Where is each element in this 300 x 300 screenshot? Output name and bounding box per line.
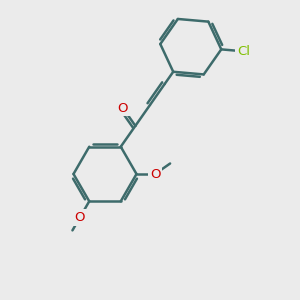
Text: Cl: Cl	[237, 45, 250, 58]
Text: O: O	[150, 167, 160, 181]
Text: O: O	[75, 211, 85, 224]
Text: O: O	[118, 102, 128, 115]
